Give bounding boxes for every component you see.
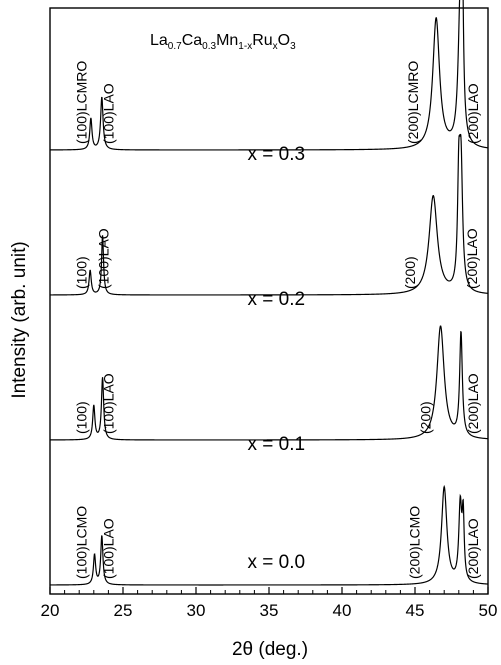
peak-label: (100)LAO bbox=[101, 518, 117, 579]
peak-label: (200)LCMO bbox=[406, 506, 422, 579]
peak-label: (200)LAO bbox=[464, 228, 480, 289]
composition-label: x = 0.1 bbox=[248, 434, 306, 455]
peak-label: (200)LAO bbox=[465, 518, 481, 579]
peak-label: (100)LAO bbox=[101, 83, 117, 144]
x-axis-title: 2θ (deg.) bbox=[232, 639, 308, 660]
peak-label: (100)LCMRO bbox=[74, 61, 90, 144]
x-tick-label: 35 bbox=[260, 601, 279, 620]
peak-label: (100)LCMO bbox=[74, 506, 90, 579]
peak-label: (100)LAO bbox=[101, 373, 117, 434]
x-tick-label: 40 bbox=[333, 601, 352, 620]
peak-label: (100)LAO bbox=[95, 228, 111, 289]
y-axis-title: Intensity (arb. unit) bbox=[9, 241, 30, 398]
pattern-line bbox=[49, 325, 488, 441]
pattern-line bbox=[50, 484, 488, 586]
peak-label: (200)LAO bbox=[465, 83, 481, 144]
pattern-line bbox=[49, 0, 488, 151]
x-tick-label: 20 bbox=[41, 601, 60, 620]
peak-label: (200)LAO bbox=[465, 373, 481, 434]
composition-label: x = 0.2 bbox=[248, 289, 306, 310]
peak-label: (100) bbox=[74, 401, 90, 434]
peak-label: (200) bbox=[417, 401, 433, 434]
x-tick-label: 45 bbox=[406, 601, 425, 620]
x-tick-label: 30 bbox=[187, 601, 206, 620]
peak-label: (100) bbox=[74, 256, 90, 289]
peak-label: (200)LCMRO bbox=[405, 61, 421, 144]
pattern-line bbox=[50, 133, 488, 296]
composition-label: x = 0.3 bbox=[248, 144, 306, 165]
x-tick-label: 50 bbox=[479, 601, 498, 620]
chart-title: La0.7Ca0.3Mn1-xRuxO3 bbox=[150, 32, 296, 52]
x-tick-label: 25 bbox=[114, 601, 133, 620]
composition-label: x = 0.0 bbox=[248, 552, 306, 573]
peak-label: (200) bbox=[402, 256, 418, 289]
